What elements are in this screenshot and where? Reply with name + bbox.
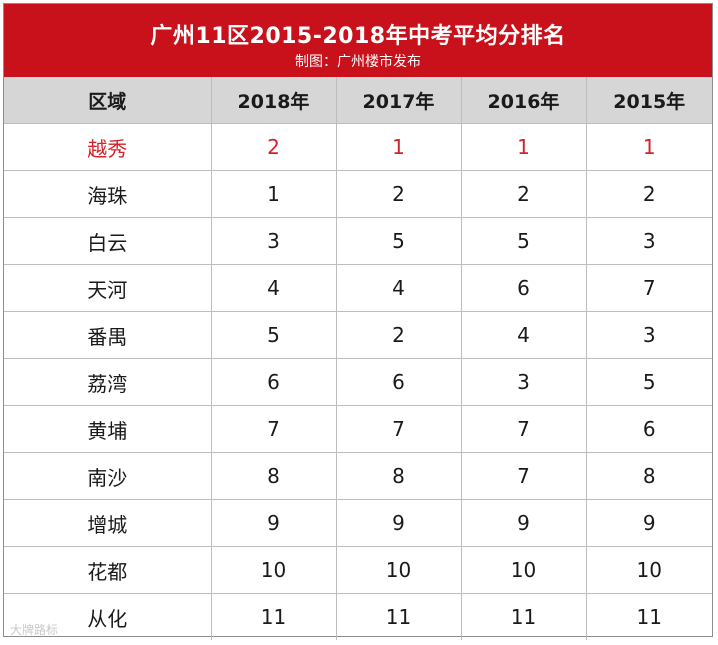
rank-cell-2018: 1 (210, 170, 337, 218)
district-cell: 花都 (4, 546, 212, 594)
header-row: 区域 2018年 2017年 2016年 2015年 (4, 77, 712, 124)
district-cell: 白云 (4, 217, 212, 265)
rank-cell-2016: 5 (460, 217, 587, 265)
column-header-2015: 2015年 (585, 77, 712, 124)
rank-cell-2017: 8 (335, 452, 462, 500)
district-cell: 番禺 (4, 311, 212, 359)
rank-cell-2017: 1 (335, 123, 462, 171)
rank-cell-2015: 3 (585, 217, 712, 265)
ranking-table-card: 广州11区2015-2018年中考平均分排名 制图：广州楼市发布 区域 2018… (3, 3, 713, 640)
rank-cell-2016: 7 (460, 405, 587, 453)
rank-cell-2017: 10 (335, 546, 462, 594)
district-cell: 天河 (4, 264, 212, 312)
table-row: 海珠 1 2 2 2 (4, 170, 712, 218)
district-cell: 黄埔 (4, 405, 212, 453)
rank-cell-2017: 4 (335, 264, 462, 312)
district-cell: 增城 (4, 499, 212, 547)
rank-cell-2015: 6 (585, 405, 712, 453)
column-header-district: 区域 (4, 77, 212, 124)
rank-cell-2018: 3 (210, 217, 337, 265)
table-row: 增城 9 9 9 9 (4, 499, 712, 547)
ranking-table: 区域 2018年 2017年 2016年 2015年 越秀 2 1 1 1 海珠… (4, 77, 712, 640)
rank-cell-2015: 8 (585, 452, 712, 500)
table-row: 番禺 5 2 4 3 (4, 311, 712, 359)
rank-cell-2015: 5 (585, 358, 712, 406)
table-row: 越秀 2 1 1 1 (4, 123, 712, 171)
column-header-2016: 2016年 (460, 77, 587, 124)
column-header-2017: 2017年 (335, 77, 462, 124)
rank-cell-2018: 5 (210, 311, 337, 359)
rank-cell-2017: 7 (335, 405, 462, 453)
table-row: 黄埔 7 7 7 6 (4, 405, 712, 453)
rank-cell-2016: 6 (460, 264, 587, 312)
rank-cell-2016: 2 (460, 170, 587, 218)
rank-cell-2016: 9 (460, 499, 587, 547)
district-cell: 从化 (4, 593, 212, 640)
rank-cell-2018: 8 (210, 452, 337, 500)
rank-cell-2015: 1 (585, 123, 712, 171)
district-cell: 南沙 (4, 452, 212, 500)
rank-cell-2016: 4 (460, 311, 587, 359)
rank-cell-2017: 2 (335, 311, 462, 359)
district-cell: 荔湾 (4, 358, 212, 406)
rank-cell-2018: 9 (210, 499, 337, 547)
rank-cell-2018: 2 (210, 123, 337, 171)
column-header-2018: 2018年 (210, 77, 337, 124)
rank-cell-2017: 11 (335, 593, 462, 640)
table-row: 白云 3 5 5 3 (4, 217, 712, 265)
rank-cell-2018: 6 (210, 358, 337, 406)
rank-cell-2015: 2 (585, 170, 712, 218)
rank-cell-2018: 7 (210, 405, 337, 453)
rank-cell-2016: 10 (460, 546, 587, 594)
title-banner: 广州11区2015-2018年中考平均分排名 制图：广州楼市发布 (4, 4, 712, 77)
rank-cell-2016: 1 (460, 123, 587, 171)
rank-cell-2015: 11 (585, 593, 712, 640)
rank-cell-2017: 6 (335, 358, 462, 406)
table-row: 南沙 8 8 7 8 (4, 452, 712, 500)
rank-cell-2017: 5 (335, 217, 462, 265)
district-cell: 越秀 (4, 123, 212, 171)
table-row: 荔湾 6 6 3 5 (4, 358, 712, 406)
rank-cell-2017: 9 (335, 499, 462, 547)
table-row: 花都 10 10 10 10 (4, 546, 712, 594)
rank-cell-2015: 3 (585, 311, 712, 359)
rank-cell-2017: 2 (335, 170, 462, 218)
table-subtitle: 制图：广州楼市发布 (295, 54, 421, 70)
watermark: 大牌路标 (10, 623, 59, 637)
rank-cell-2016: 11 (460, 593, 587, 640)
rank-cell-2018: 11 (210, 593, 337, 640)
table-title: 广州11区2015-2018年中考平均分排名 (150, 24, 566, 49)
rank-cell-2018: 10 (210, 546, 337, 594)
rank-cell-2016: 7 (460, 452, 587, 500)
rank-cell-2015: 7 (585, 264, 712, 312)
district-cell: 海珠 (4, 170, 212, 218)
table-row: 天河 4 4 6 7 (4, 264, 712, 312)
rank-cell-2016: 3 (460, 358, 587, 406)
rank-cell-2015: 10 (585, 546, 712, 594)
table-row: 从化 11 11 11 11 (4, 593, 712, 640)
rank-cell-2018: 4 (210, 264, 337, 312)
rank-cell-2015: 9 (585, 499, 712, 547)
